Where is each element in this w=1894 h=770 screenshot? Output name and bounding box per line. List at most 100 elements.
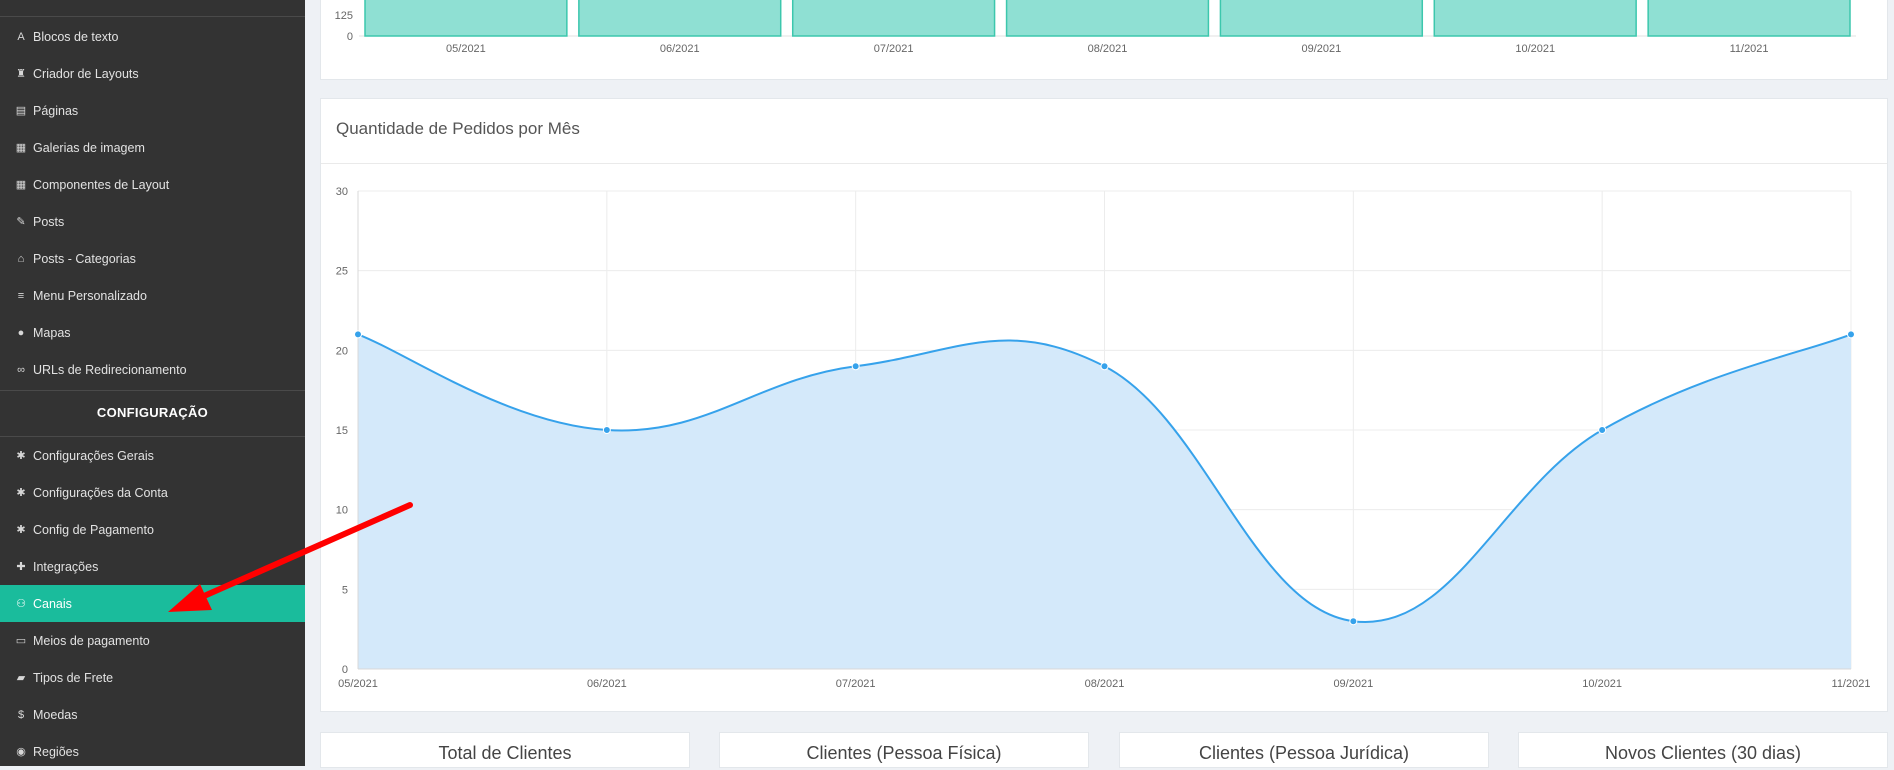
- sidebar-item-label: Blocos de texto: [33, 29, 119, 44]
- y-tick-label: 10: [336, 505, 348, 517]
- map-marker-icon: ●: [17, 326, 25, 339]
- data-point[interactable]: [1598, 426, 1607, 434]
- sidebar-item-label: Configurações Gerais: [33, 448, 154, 463]
- sidebar-item[interactable]: ⌂ Posts - Categorias: [0, 240, 305, 277]
- card-header-divider: [321, 163, 1887, 164]
- sidebar-item-label: Posts - Categorias: [33, 251, 136, 266]
- sidebar-config-item[interactable]: ▭ Meios de pagamento: [0, 622, 305, 659]
- sidebar-config-item[interactable]: ✱ Config de Pagamento: [0, 511, 305, 548]
- sidebar-config-item[interactable]: ✱ Configurações Gerais: [0, 437, 305, 474]
- x-tick-label: 06/2021: [660, 43, 700, 55]
- sidebar-item-label: Posts: [33, 214, 65, 229]
- th-large-icon: ▦: [15, 179, 27, 191]
- bar: [1433, 0, 1637, 37]
- x-tick-label: 11/2021: [1730, 43, 1769, 55]
- sidebar-item-label: Galerias de imagem: [33, 140, 145, 155]
- font-icon: A: [17, 30, 25, 43]
- stat-card-title: Clientes (Pessoa Jurídica): [1198, 743, 1410, 763]
- truck-icon: ▰: [16, 672, 26, 684]
- dollar-icon: $: [17, 708, 25, 721]
- sidebar-item[interactable]: ● Mapas: [0, 314, 305, 351]
- bar: [364, 0, 568, 37]
- data-point[interactable]: [602, 426, 611, 434]
- sidebar-item[interactable]: ♜ Criador de Layouts: [0, 55, 305, 92]
- sidebar-item-label: Menu Personalizado: [33, 288, 147, 303]
- sidebar-item[interactable]: A Blocos de texto: [0, 18, 305, 55]
- link-icon: ∞: [17, 363, 25, 376]
- orders-chart-card: Quantidade de Pedidos por Mês 30 25 20 15 10…: [320, 98, 1888, 712]
- sidebar-item-label: Moedas: [33, 707, 78, 722]
- data-point[interactable]: [1100, 362, 1109, 371]
- series-area: [358, 334, 1851, 669]
- sidebar-config-item[interactable]: ▰ Tipos de Frete: [0, 659, 305, 696]
- stat-card-title: Novos Clientes (30 dias): [1604, 743, 1802, 763]
- sidebar-item-label: URLs de Redirecionamento: [33, 362, 187, 377]
- sidebar-config-item[interactable]: $ Moedas: [0, 696, 305, 733]
- y-tick-label: 20: [336, 345, 348, 357]
- sidebar-config-item[interactable]: ✱ Configurações da Conta: [0, 474, 305, 511]
- sidebar-item[interactable]: ▦ Componentes de Layout: [0, 166, 305, 203]
- sidebar-item-label: Páginas: [33, 103, 79, 118]
- orders-chart-title: Quantidade de Pedidos por Mês: [336, 119, 580, 138]
- x-tick-label: 10/2021: [1582, 678, 1622, 690]
- sidebar: A Blocos de texto ♜ Criador de Layouts ▤ Pági…: [0, 0, 305, 766]
- gear-icon: ✱: [16, 487, 26, 499]
- data-point[interactable]: [1349, 617, 1358, 626]
- sidebar-item-label: Configurações da Conta: [33, 485, 168, 500]
- sidebar-config-item[interactable]: ✚ Integrações: [0, 548, 305, 585]
- y-tick-label: 0: [347, 31, 353, 43]
- chess-rook-icon: ♜: [16, 68, 26, 80]
- x-tick-label: 07/2021: [836, 678, 876, 690]
- sitemap-icon: ⚇: [16, 598, 26, 610]
- x-tick-label: 11/2021: [1832, 678, 1871, 690]
- x-tick-label: 09/2021: [1333, 678, 1373, 690]
- y-tick-label: 15: [336, 425, 348, 437]
- x-tick-label: 08/2021: [1085, 678, 1125, 690]
- sidebar-item[interactable]: ∞ URLs de Redirecionamento: [0, 351, 305, 388]
- film-icon: ▦: [15, 142, 27, 154]
- list-icon: ≡: [17, 289, 25, 302]
- sidebar-item[interactable]: ≡ Menu Personalizado: [0, 277, 305, 314]
- sidebar-item-label: Componentes de Layout: [33, 177, 170, 192]
- y-tick-label: 30: [336, 186, 348, 198]
- x-tick-label: 05/2021: [446, 43, 486, 55]
- globe-icon: ◉: [16, 746, 26, 758]
- sidebar-item[interactable]: ▦ Galerias de imagem: [0, 129, 305, 166]
- sidebar-config-item[interactable]: ⚇ Canais: [0, 585, 305, 622]
- stat-card-pessoa-juridica: Clientes (Pessoa Jurídica): [1119, 732, 1489, 768]
- x-tick-label: 10/2021: [1515, 43, 1555, 55]
- top-bar-chart: 125 0 05/2021 06/2021 07/2021 08/2021 09/2021 1…: [335, 0, 1856, 55]
- data-point[interactable]: [1847, 330, 1855, 339]
- file-icon: ▤: [15, 105, 27, 117]
- sidebar-item[interactable]: ✎ Posts: [0, 203, 305, 240]
- sidebar-divider: [0, 16, 305, 17]
- bar: [791, 0, 996, 37]
- sidebar-item-label: Integrações: [33, 559, 99, 574]
- sidebar-config-item[interactable]: ◉ Regiões: [0, 733, 305, 770]
- sidebar-item[interactable]: ▤ Páginas: [0, 92, 305, 129]
- sidebar-item-label: Meios de pagamento: [33, 633, 150, 648]
- data-point[interactable]: [851, 362, 860, 371]
- sidebar-divider: [0, 436, 305, 437]
- x-tick-label: 07/2021: [874, 43, 914, 55]
- gear-icon: ✱: [16, 524, 26, 536]
- gear-icon: ✱: [16, 450, 26, 462]
- bar: [1647, 0, 1851, 37]
- bar: [578, 0, 782, 37]
- credit-card-icon: ▭: [15, 635, 27, 647]
- y-tick-label: 5: [342, 584, 348, 596]
- sidebar-item-label: Criador de Layouts: [33, 66, 139, 81]
- sidebar-item-label: Regiões: [33, 744, 79, 759]
- y-tick-label: 25: [336, 266, 348, 278]
- orders-line-chart: 30 25 20 15 10 5 0 05/2021 06/2021 07/2021 08/2021…: [336, 186, 1871, 690]
- stat-card-pessoa-fisica: Clientes (Pessoa Física): [719, 732, 1089, 768]
- sidebar-section-title: CONFIGURAÇÃO: [96, 404, 209, 420]
- data-point[interactable]: [354, 330, 362, 339]
- bar: [1219, 0, 1424, 37]
- stat-card-total-clientes: Total de Clientes: [320, 732, 690, 768]
- sidebar-item-label: Canais: [33, 596, 72, 611]
- x-tick-label: 06/2021: [587, 678, 627, 690]
- x-tick-label: 09/2021: [1301, 43, 1341, 55]
- top-bar-chart-card: 125 0 05/2021 06/2021 07/2021 08/2021 09/2021 1…: [320, 0, 1888, 80]
- home-icon: ⌂: [17, 252, 25, 265]
